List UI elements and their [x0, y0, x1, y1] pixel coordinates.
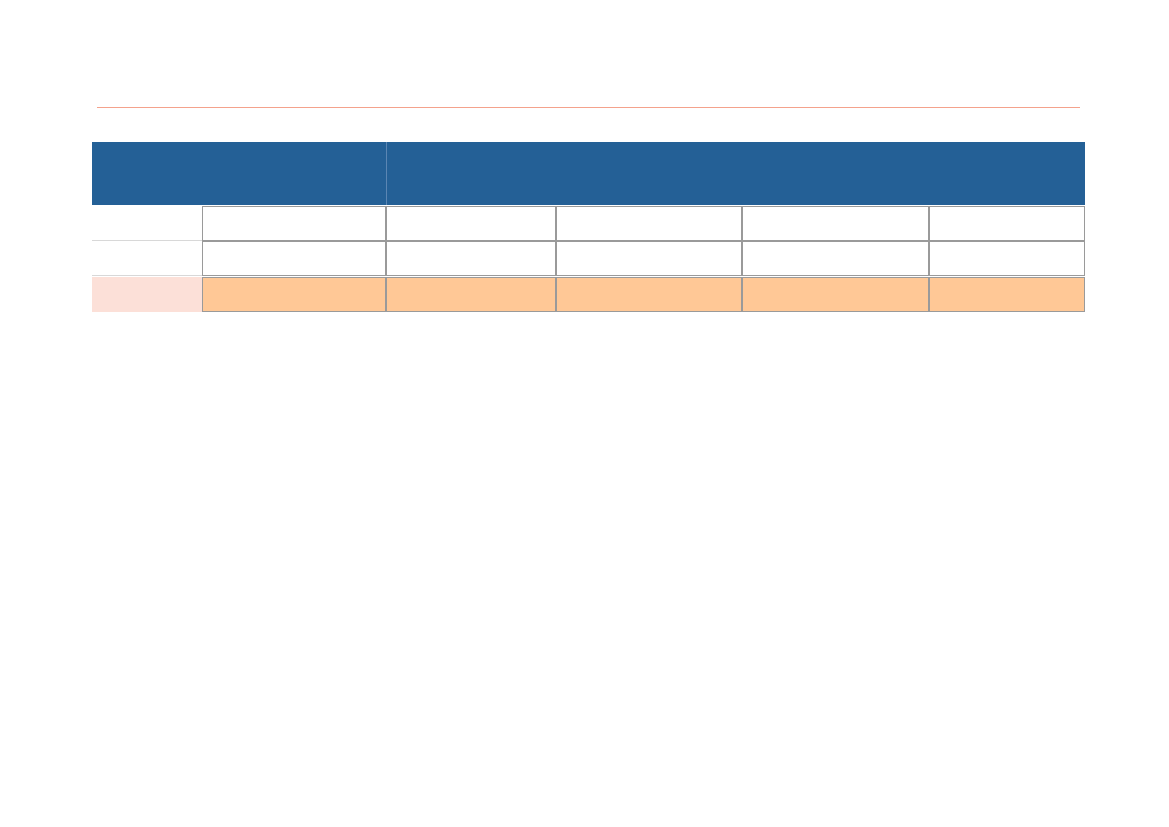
- table-cell: [742, 277, 929, 312]
- table-cell: [929, 206, 1085, 241]
- table-cell: [742, 206, 929, 241]
- table-header: [92, 142, 1085, 205]
- table-cell: [929, 241, 1085, 276]
- table-cell: [202, 277, 386, 312]
- table-cell: [556, 241, 742, 276]
- table-cell: [556, 277, 742, 312]
- table-cell: [202, 206, 386, 241]
- header-divider: [386, 142, 387, 205]
- table-cell: [92, 206, 202, 241]
- table-cell: [386, 206, 556, 241]
- table-cell: [386, 241, 556, 276]
- title-rule: [97, 107, 1080, 108]
- table-cell: [929, 277, 1085, 312]
- table-cell: [556, 206, 742, 241]
- table-cell: [92, 277, 202, 312]
- table-cell: [742, 241, 929, 276]
- table-cell: [92, 241, 202, 276]
- table-cell: [202, 241, 386, 276]
- table-cell: [386, 277, 556, 312]
